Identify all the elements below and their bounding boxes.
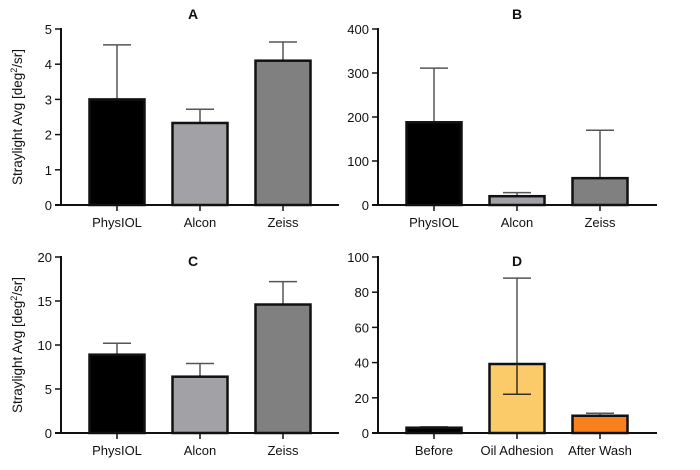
x-tick-label: Oil Adhesion	[481, 443, 554, 458]
x-tick-label: PhysIOL	[92, 215, 142, 230]
bar-physiol	[88, 353, 146, 435]
y-tick-label: 200	[347, 110, 369, 125]
y-tick-label: 100	[347, 250, 369, 265]
x-tick-label: After Wash	[568, 443, 632, 458]
x-tick-label: PhysIOL	[409, 215, 459, 230]
y-tick-label: 2	[45, 128, 52, 143]
panel-b: B PhysIOL Alcon Zeiss 0 100 200 300 400	[347, 6, 657, 230]
x-tick-label: Zeiss	[584, 215, 616, 230]
y-tick-label: 1	[45, 163, 52, 178]
panel-title: D	[512, 253, 522, 269]
panel-c: C Straylight Avg [deg2/sr] PhysIOL Alcon Zei…	[9, 250, 339, 458]
y-tick-label: 3	[45, 92, 52, 107]
bar-physiol	[88, 98, 146, 207]
bar-alcon	[488, 194, 546, 207]
y-tick-label: 15	[38, 294, 52, 309]
y-tick-label: 20	[355, 391, 369, 406]
y-tick-label: 0	[45, 426, 52, 441]
bar-physiol	[405, 121, 463, 207]
x-tick-label: PhysIOL	[92, 443, 142, 458]
y-axis-label: Straylight Avg [deg2/sr]	[9, 49, 25, 185]
y-tick-label: 0	[45, 198, 52, 213]
y-tick-label: 400	[347, 22, 369, 37]
y-tick-label: 100	[347, 154, 369, 169]
x-tick-label: Before	[415, 443, 453, 458]
bar-zeiss	[254, 303, 312, 435]
y-tick-label: 5	[45, 382, 52, 397]
panel-title: A	[188, 6, 198, 22]
bar-zeiss	[254, 59, 312, 207]
x-tick-label: Alcon	[501, 215, 534, 230]
y-tick-label: 0	[362, 426, 369, 441]
y-tick-label: 5	[45, 22, 52, 37]
bar-alcon	[171, 375, 229, 435]
y-axis-label: Straylight Avg [deg2/sr]	[9, 277, 25, 413]
y-tick-label: 300	[347, 66, 369, 81]
bar-after-wash	[571, 414, 629, 435]
y-tick-label: 10	[38, 338, 52, 353]
y-tick-label: 0	[362, 198, 369, 213]
x-tick-label: Zeiss	[267, 215, 299, 230]
x-tick-label: Alcon	[184, 215, 217, 230]
bar-zeiss	[571, 176, 629, 207]
bar-alcon	[171, 121, 229, 207]
x-tick-label: Zeiss	[267, 443, 299, 458]
y-tick-label: 60	[355, 320, 369, 335]
panel-title: B	[512, 6, 522, 22]
panel-a: A Straylight Avg [deg2/sr] PhysIOL Alcon Zei…	[9, 6, 339, 230]
y-tick-label: 4	[45, 57, 52, 72]
x-tick-label: Alcon	[184, 443, 217, 458]
panel-d: D Before Oil Adhesion After Wash 0 20 40 60 80 10…	[347, 250, 657, 458]
y-tick-label: 40	[355, 356, 369, 371]
panel-title: C	[188, 253, 198, 269]
y-tick-label: 80	[355, 285, 369, 300]
y-tick-label: 20	[38, 250, 52, 265]
